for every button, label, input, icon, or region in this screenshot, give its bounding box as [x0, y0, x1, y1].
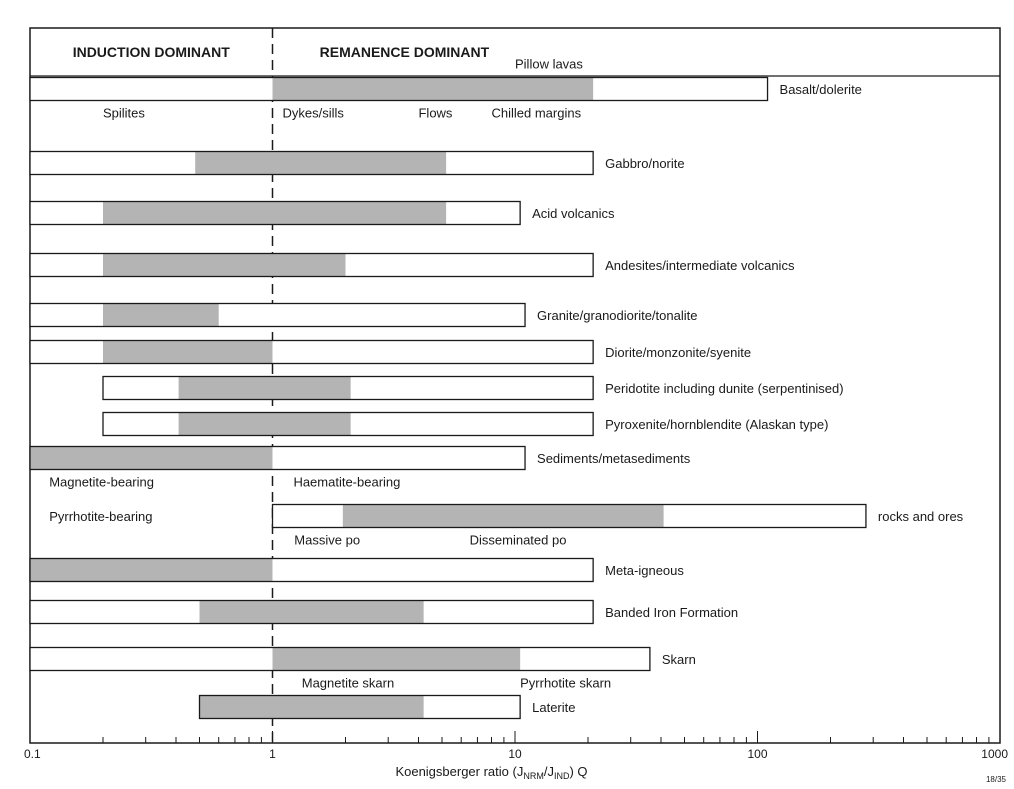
typical-range-meta-igneous [30, 558, 273, 582]
x-axis-label-sub-ind: IND [554, 771, 570, 781]
x-tick-label: 1 [269, 747, 276, 761]
annotation-pillow-lavas: Pillow lavas [515, 57, 583, 72]
typical-range-banded-iron-formation [199, 600, 424, 624]
typical-range-basalt-dolerite [272, 77, 594, 101]
x-tick-label: 10 [508, 747, 522, 761]
bar-group-granite-granodiorite-tonalite: Granite/granodiorite/tonalite [29, 302, 697, 328]
annotation-magnetite-bearing: Magnetite-bearing [49, 475, 154, 490]
typical-range-skarn [272, 647, 521, 671]
range-outline-laterite [198, 694, 521, 720]
bar-label-laterite: Laterite [532, 700, 575, 715]
typical-range-diorite-monzonite-syenite [102, 340, 273, 364]
range-outline-rocks-and-ores [271, 503, 867, 529]
x-tick-label: 1000 [981, 747, 1008, 761]
bar-label-acid-volcanics: Acid volcanics [532, 206, 615, 221]
annotation-flows: Flows [418, 106, 452, 121]
bar-label-pyroxenite-hornblendite-alaskan-type: Pyroxenite/hornblendite (Alaskan type) [605, 417, 828, 432]
range-outline-meta-igneous [29, 557, 594, 583]
range-outline-skarn [29, 646, 651, 672]
bar-label-meta-igneous: Meta-igneous [605, 563, 684, 578]
bar-label-basalt-dolerite: Basalt/dolerite [780, 82, 862, 97]
figure-code: 18/35 [986, 775, 1007, 784]
annotation-spilites: Spilites [103, 106, 145, 121]
bar-label-diorite-monzonite-syenite: Diorite/monzonite/syenite [605, 345, 751, 360]
annotation-haematite-bearing: Haematite-bearing [293, 475, 400, 490]
bar-label-gabbro-norite: Gabbro/norite [605, 156, 685, 171]
bar-group-peridotite-including-dunite-serpentinised: Peridotite including dunite (serpentinis… [102, 375, 844, 401]
bar-group-diorite-monzonite-syenite: Diorite/monzonite/syenite [29, 339, 751, 365]
region-label-remanence: REMANENCE DOMINANT [320, 44, 490, 60]
x-axis-label-mid: /J [544, 764, 554, 779]
typical-range-laterite [199, 695, 424, 719]
range-outline-acid-volcanics [29, 200, 521, 226]
bar-group-rocks-and-ores: rocks and ores [271, 503, 964, 529]
bar-group-acid-volcanics: Acid volcanics [29, 200, 615, 226]
range-outline-peridotite-including-dunite-serpentinised [102, 375, 594, 401]
range-outline-andesites-intermediate-volcanics [29, 252, 594, 278]
annotation-chilled-margins: Chilled margins [491, 106, 581, 121]
x-tick-label: 100 [747, 747, 767, 761]
bar-group-sediments-metasediments: Sediments/metasediments [29, 445, 691, 471]
range-outline-basalt-dolerite [29, 76, 769, 102]
range-outline-gabbro-norite [29, 150, 594, 176]
range-outline-sediments-metasediments [29, 445, 526, 471]
annotation-pyrrhotite-skarn: Pyrrhotite skarn [520, 676, 611, 691]
typical-range-pyroxenite-hornblendite-alaskan-type [178, 412, 351, 436]
annotation-massive-po: Massive po [294, 533, 360, 548]
annotation-magnetite-skarn: Magnetite skarn [302, 676, 395, 691]
bar-group-meta-igneous: Meta-igneous [29, 557, 684, 583]
bar-label-andesites-intermediate-volcanics: Andesites/intermediate volcanics [605, 258, 795, 273]
annotation-pyrrhotite-bearing: Pyrrhotite-bearing [49, 509, 152, 524]
typical-range-gabbro-norite [195, 151, 447, 175]
bar-label-granite-granodiorite-tonalite: Granite/granodiorite/tonalite [537, 308, 697, 323]
typical-range-peridotite-including-dunite-serpentinised [178, 376, 351, 400]
bars-group: Basalt/dolerite Gabbro/norite Acid volcani… [29, 76, 964, 720]
x-axis-label-end: ) Q [569, 764, 587, 779]
bar-group-andesites-intermediate-volcanics: Andesites/intermediate volcanics [29, 252, 795, 278]
x-axis-label-main: Koenigsberger ratio (J [395, 764, 523, 779]
typical-range-acid-volcanics [102, 201, 447, 225]
bar-group-pyroxenite-hornblendite-alaskan-type: Pyroxenite/hornblendite (Alaskan type) [102, 411, 828, 437]
bar-label-skarn: Skarn [662, 652, 696, 667]
annotation-dykes-sills: Dykes/sills [283, 106, 345, 121]
range-outline-pyroxenite-hornblendite-alaskan-type [102, 411, 594, 437]
bar-group-banded-iron-formation: Banded Iron Formation [29, 599, 738, 625]
bar-label-sediments-metasediments: Sediments/metasediments [537, 451, 691, 466]
x-axis-label-sub-nrm: NRM [523, 771, 544, 781]
x-axis: 0.1 1 10 100 1000 [24, 731, 1008, 761]
annotation-disseminated-po: Disseminated po [470, 533, 567, 548]
bar-group-skarn: Skarn [29, 646, 696, 672]
range-outline-diorite-monzonite-syenite [29, 339, 594, 365]
typical-range-granite-granodiorite-tonalite [102, 303, 219, 327]
region-label-induction: INDUCTION DOMINANT [73, 44, 231, 60]
typical-range-sediments-metasediments [30, 446, 273, 470]
x-axis-label: Koenigsberger ratio (JNRM/JIND) Q [395, 764, 587, 781]
range-outline-banded-iron-formation [29, 599, 594, 625]
annotations-group: Pillow lavas Spilites Dykes/sills Flows Chil… [49, 57, 611, 691]
range-outline-granite-granodiorite-tonalite [29, 302, 526, 328]
typical-range-andesites-intermediate-volcanics [102, 253, 346, 277]
bar-group-basalt-dolerite: Basalt/dolerite [29, 76, 862, 102]
bar-group-laterite: Laterite [198, 694, 576, 720]
bar-label-banded-iron-formation: Banded Iron Formation [605, 605, 738, 620]
bar-label-peridotite-including-dunite-serpentinised: Peridotite including dunite (serpentinis… [605, 381, 843, 396]
bar-group-gabbro-norite: Gabbro/norite [29, 150, 685, 176]
typical-range-rocks-and-ores [342, 504, 664, 528]
x-tick-label: 0.1 [24, 747, 41, 761]
bar-label-rocks-and-ores: rocks and ores [878, 509, 964, 524]
